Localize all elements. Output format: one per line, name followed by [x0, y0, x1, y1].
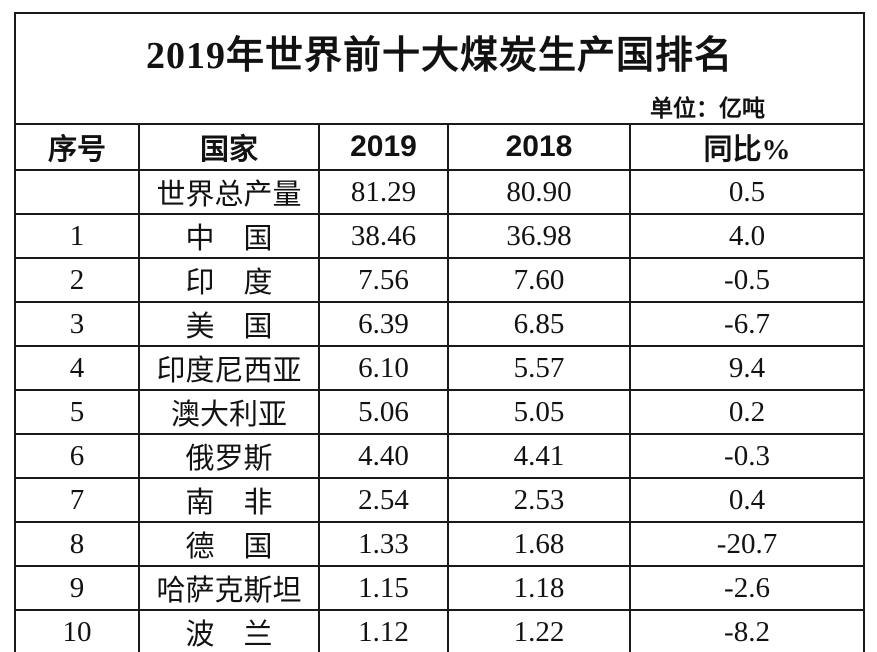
- cell-country: 南 非: [138, 477, 320, 523]
- cell-2019: 1.15: [318, 565, 449, 611]
- cell-2019: 1.12: [318, 609, 449, 652]
- cell-rank: 4: [14, 345, 140, 391]
- table-row: 9 哈萨克斯坦 1.15 1.18 -2.6: [14, 565, 866, 611]
- cell-2018: 1.68: [447, 521, 631, 567]
- cell-2018: 6.85: [447, 301, 631, 347]
- cell-country: 俄罗斯: [138, 433, 320, 479]
- cell-2019: 38.46: [318, 213, 449, 259]
- cell-yoy: 0.5: [628, 169, 866, 215]
- cell-2019: 7.56: [318, 257, 449, 303]
- cell-yoy: 9.4: [628, 345, 866, 391]
- table-row: 6 俄罗斯 4.40 4.41 -0.3: [14, 433, 866, 479]
- cell-yoy: 0.2: [628, 389, 866, 435]
- cell-rank: 7: [14, 477, 140, 523]
- table-row: 10 波 兰 1.12 1.22 -8.2: [14, 609, 866, 652]
- cell-yoy: -2.6: [628, 565, 866, 611]
- table-row: 世界总产量 81.29 80.90 0.5: [14, 169, 866, 215]
- cell-2018: 1.22: [447, 609, 631, 652]
- col-header-rank: 序号: [14, 123, 140, 171]
- cell-2019: 4.40: [318, 433, 449, 479]
- cell-country: 澳大利亚: [138, 389, 320, 435]
- cell-yoy: -20.7: [628, 521, 866, 567]
- cell-2018: 1.18: [447, 565, 631, 611]
- cell-rank: 3: [14, 301, 140, 347]
- cell-2018: 7.60: [447, 257, 631, 303]
- cell-yoy: -6.7: [628, 301, 866, 347]
- col-header-2019: 2019: [318, 123, 449, 171]
- unit-label: 单位：亿吨: [650, 96, 766, 121]
- cell-country: 波 兰: [138, 609, 320, 652]
- cell-yoy: 4.0: [628, 213, 866, 259]
- cell-country: 世界总产量: [138, 169, 320, 215]
- cell-rank: 5: [14, 389, 140, 435]
- cell-country: 哈萨克斯坦: [138, 565, 320, 611]
- title-row: 2019年世界前十大煤炭生产国排名 单位：亿吨: [13, 12, 866, 125]
- cell-yoy: -0.5: [628, 257, 866, 303]
- cell-2018: 5.05: [447, 389, 631, 435]
- cell-2019: 81.29: [318, 169, 449, 215]
- cell-rank: 9: [14, 565, 140, 611]
- cell-2018: 5.57: [447, 345, 631, 391]
- cell-2018: 80.90: [447, 169, 631, 215]
- coal-ranking-table: 2019年世界前十大煤炭生产国排名 单位：亿吨 序号 国家 2019 2018 …: [13, 12, 866, 652]
- cell-country: 德 国: [138, 521, 320, 567]
- cell-2019: 2.54: [318, 477, 449, 523]
- table-row: 5 澳大利亚 5.06 5.05 0.2: [14, 389, 866, 435]
- cell-rank: 2: [14, 257, 140, 303]
- col-header-country: 国家: [138, 123, 320, 171]
- cell-country: 中 国: [138, 213, 320, 259]
- cell-2019: 5.06: [318, 389, 449, 435]
- cell-rank: [14, 169, 140, 215]
- cell-rank: 6: [14, 433, 140, 479]
- cell-yoy: -0.3: [628, 433, 866, 479]
- title-cell: 2019年世界前十大煤炭生产国排名 单位：亿吨: [13, 12, 866, 125]
- table-row: 4 印度尼西亚 6.10 5.57 9.4: [14, 345, 866, 391]
- cell-2019: 6.39: [318, 301, 449, 347]
- cell-2019: 6.10: [318, 345, 449, 391]
- header-row: 序号 国家 2019 2018 同比%: [14, 123, 866, 171]
- cell-rank: 8: [14, 521, 140, 567]
- col-header-2018: 2018: [447, 123, 631, 171]
- cell-yoy: 0.4: [628, 477, 866, 523]
- cell-2018: 4.41: [447, 433, 631, 479]
- cell-yoy: -8.2: [628, 609, 866, 652]
- cell-2019: 1.33: [318, 521, 449, 567]
- cell-2018: 36.98: [447, 213, 631, 259]
- cell-2018: 2.53: [447, 477, 631, 523]
- table-title: 2019年世界前十大煤炭生产国排名: [146, 35, 734, 77]
- cell-country: 美 国: [138, 301, 320, 347]
- cell-country: 印度尼西亚: [138, 345, 320, 391]
- cell-rank: 1: [14, 213, 140, 259]
- cell-rank: 10: [14, 609, 140, 652]
- cell-country: 印 度: [138, 257, 320, 303]
- col-header-yoy: 同比%: [628, 123, 866, 171]
